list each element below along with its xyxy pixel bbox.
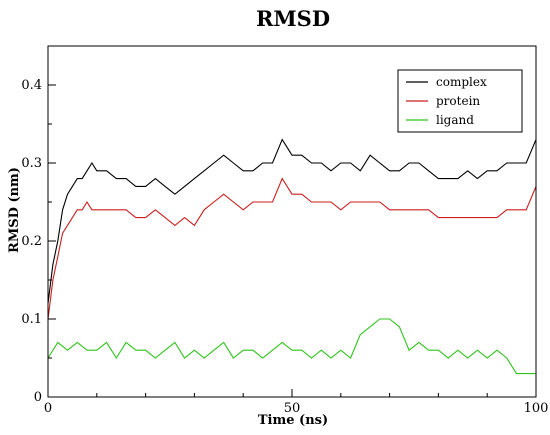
chart-title: RMSD [256,6,330,31]
y-tick-label: 0.4 [21,78,42,93]
y-tick-label: 0 [34,390,42,405]
x-tick-label: 50 [284,401,301,416]
y-axis-label: RMSD (nm) [7,167,22,253]
x-tick-label: 100 [524,401,549,416]
x-axis-ticks: 0 50 100 [44,389,549,416]
y-tick-label: 0.2 [21,234,42,249]
y-tick-label: 0.3 [21,156,42,171]
series-group [47,138,537,375]
legend: complex protein ligand [397,69,523,133]
x-axis-label: Time (ns) [258,413,328,428]
x-tick-label: 0 [44,401,52,416]
legend-label-complex: complex [436,75,487,89]
series-line-complex [47,138,537,304]
legend-label-ligand: ligand [436,113,474,127]
series-line-ligand [47,318,536,375]
legend-label-protein: protein [436,94,480,108]
series-line-protein [47,177,537,320]
y-axis-ticks: 0 0.1 0.2 0.3 0.4 [21,78,56,405]
y-tick-label: 0.1 [21,312,42,327]
